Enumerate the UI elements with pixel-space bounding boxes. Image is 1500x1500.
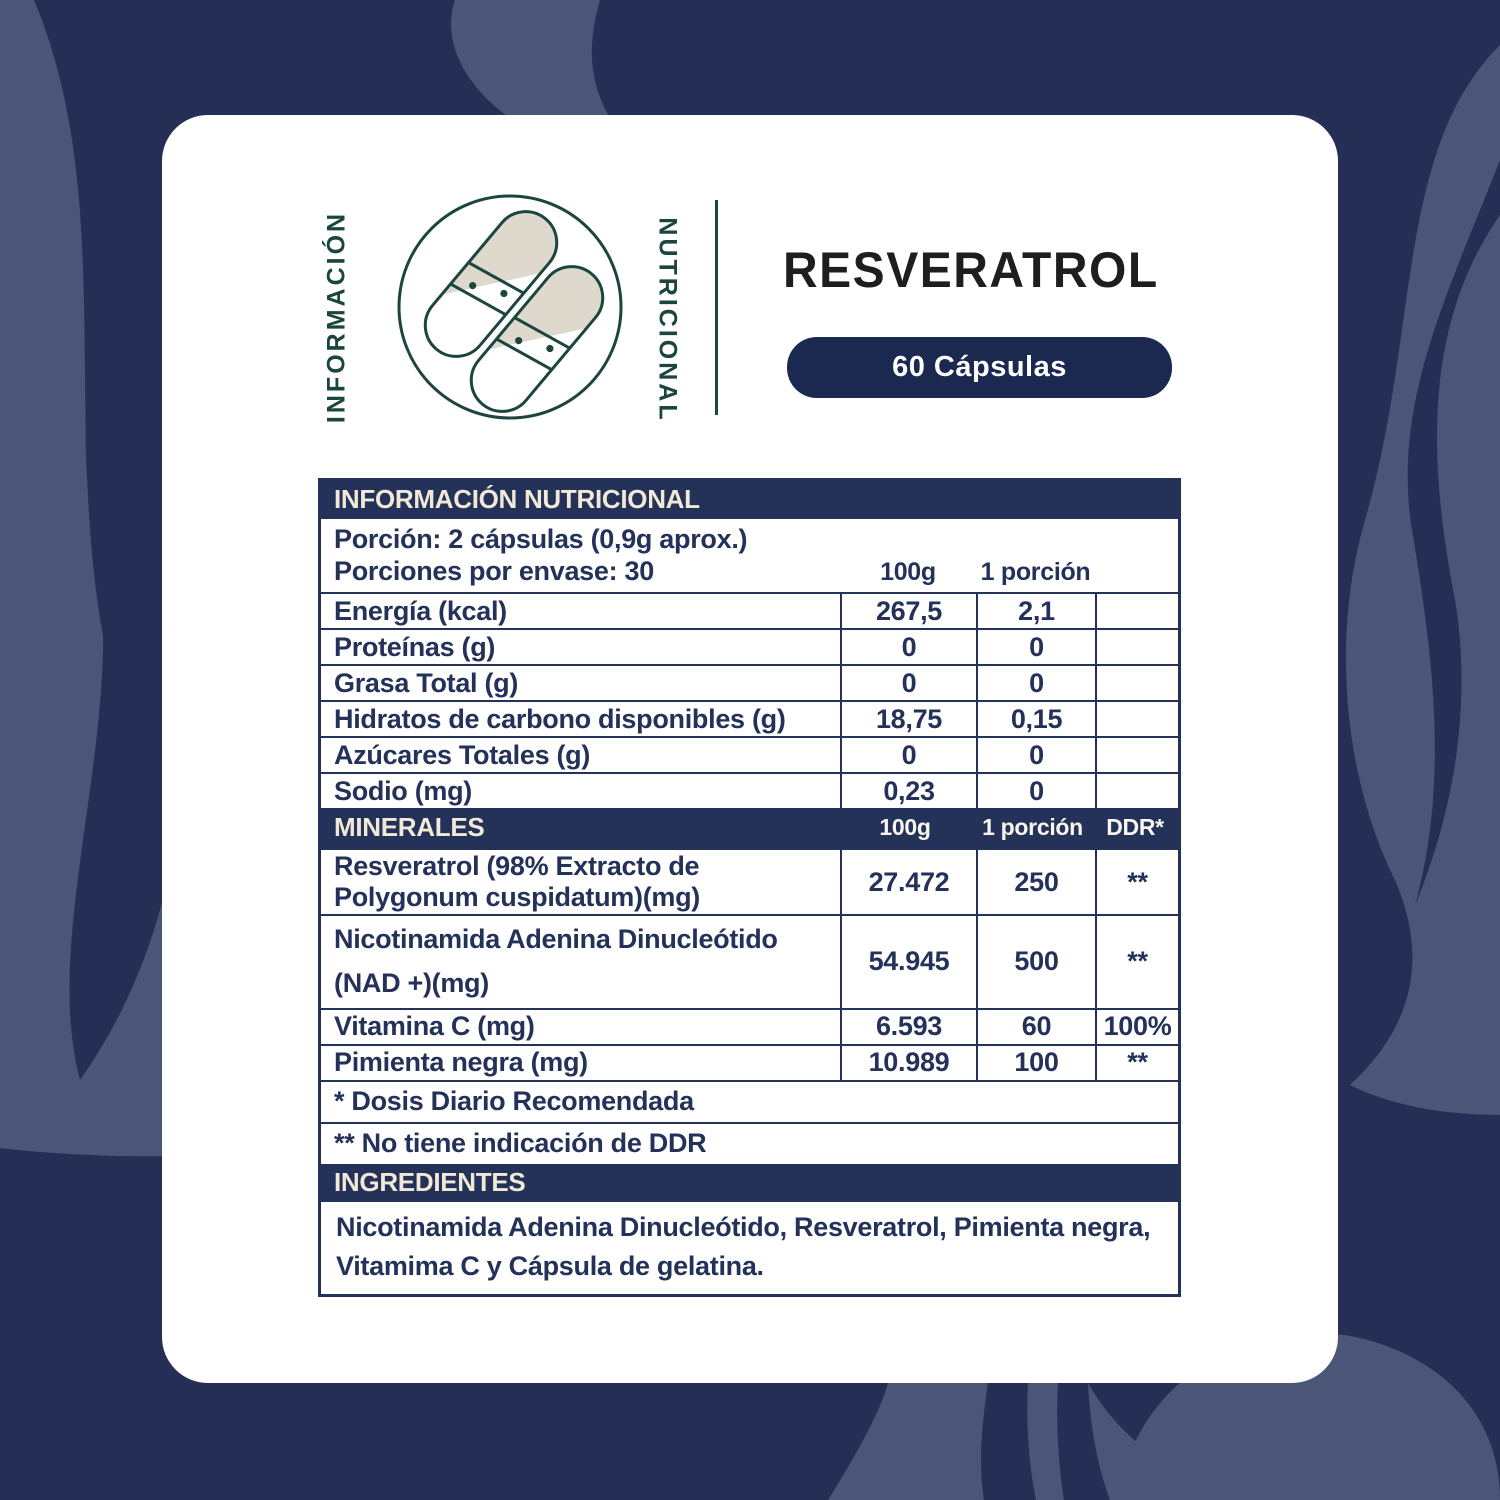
row-label: Azúcares Totales (g): [334, 739, 591, 770]
row-value-100g: 0: [840, 666, 976, 701]
row-value-ddr: **: [1095, 850, 1178, 914]
row-value-100g: 0: [840, 738, 976, 773]
row-value-ddr: [1095, 702, 1178, 737]
row-value-portion: 2,1: [976, 594, 1095, 629]
row-value-portion: 0: [976, 666, 1095, 701]
row-value-ddr: [1095, 594, 1178, 629]
mineral-row: Pimienta negra (mg) 10.989 100 **: [321, 1043, 1178, 1080]
vertical-label-nutricional: NUTRICIONAL: [653, 217, 682, 423]
row-label: Nicotinamida Adenina Dinucleótido (NAD +…: [334, 923, 778, 999]
footnote-no-ddr: ** No tiene indicación de DDR: [321, 1121, 1178, 1164]
row-value-portion: 0: [976, 774, 1095, 809]
row-value-portion: 60: [976, 1009, 1095, 1044]
table-row: Azúcares Totales (g) 0 0: [321, 736, 1178, 773]
row-value-100g: 0,23: [840, 774, 976, 809]
row-value-ddr: [1095, 738, 1178, 773]
table-row: Hidratos de carbono disponibles (g) 18,7…: [321, 700, 1178, 737]
row-label: Hidratos de carbono disponibles (g): [334, 703, 786, 734]
serving-info: Porción: 2 cápsulas (0,9g aprox.) Porcio…: [321, 519, 1178, 593]
row-label: Proteínas (g): [334, 631, 496, 662]
row-value-portion: 500: [976, 915, 1095, 1008]
ingredients-text: Nicotinamida Adenina Dinucleótido, Resve…: [336, 1211, 1151, 1281]
capsule-count-badge: 60 Cápsulas: [787, 337, 1172, 398]
row-value-100g: 27.472: [840, 850, 976, 914]
nutrition-table: INFORMACIÓN NUTRICIONAL Porción: 2 cápsu…: [318, 478, 1181, 1297]
row-value-ddr: **: [1095, 1045, 1178, 1080]
row-value-portion: 0,15: [976, 702, 1095, 737]
row-value-ddr: [1095, 666, 1178, 701]
ingredients-header-bar: INGREDIENTES: [321, 1163, 1178, 1202]
row-value-100g: 10.989: [840, 1045, 976, 1080]
label-card: INFORMACIÓN NUTRICIONAL RESVERATROL: [162, 115, 1338, 1383]
row-value-ddr: [1095, 774, 1178, 809]
product-title: RESVERATROL: [783, 242, 1159, 299]
row-label: Energía (kcal): [334, 595, 507, 626]
minerals-header-bar: MINERALES 100g 1 porción DDR*: [321, 808, 1178, 849]
row-label: Sodio (mg): [334, 775, 472, 806]
row-value-100g: 6.593: [840, 1009, 976, 1044]
header-divider: [715, 200, 718, 415]
row-label: Vitamina C (mg): [334, 1011, 535, 1042]
column-header-100g: 100g: [880, 558, 936, 587]
row-value-100g: 267,5: [840, 594, 976, 629]
row-value-portion: 250: [976, 850, 1095, 914]
minerals-col-100g: 100g: [879, 814, 931, 841]
row-value-ddr: **: [1095, 915, 1178, 1008]
minerals-title: MINERALES: [334, 812, 485, 843]
row-value-portion: 100: [976, 1045, 1095, 1080]
row-value-100g: 18,75: [840, 702, 976, 737]
mineral-row: Nicotinamida Adenina Dinucleótido (NAD +…: [321, 913, 1178, 1008]
table-title-bar: INFORMACIÓN NUTRICIONAL: [321, 481, 1178, 519]
minerals-col-ddr: DDR*: [1106, 814, 1164, 841]
servings-per-container: Porciones por envase: 30: [334, 555, 654, 586]
vertical-label-informacion: INFORMACIÓN: [322, 210, 351, 424]
row-label: Pimienta negra (mg): [334, 1047, 588, 1078]
table-row: Sodio (mg) 0,23 0: [321, 772, 1178, 809]
capsule-count-label: 60 Cápsulas: [892, 351, 1067, 383]
row-value-ddr: 100%: [1095, 1009, 1178, 1044]
table-row: Proteínas (g) 0 0: [321, 628, 1178, 665]
row-value-portion: 0: [976, 630, 1095, 665]
table-row: Grasa Total (g) 0 0: [321, 664, 1178, 701]
row-value-100g: 54.945: [840, 915, 976, 1008]
mineral-row: Resveratrol (98% Extracto de Polygonum c…: [321, 848, 1178, 914]
table-row: Energía (kcal) 267,5 2,1: [321, 592, 1178, 629]
row-label: Grasa Total (g): [334, 667, 519, 698]
row-value-100g: 0: [840, 630, 976, 665]
row-label: Resveratrol (98% Extracto de Polygonum c…: [334, 851, 700, 912]
row-value-portion: 0: [976, 738, 1095, 773]
serving-size: Porción: 2 cápsulas (0,9g aprox.): [334, 523, 748, 554]
capsules-icon: [397, 194, 623, 420]
row-value-ddr: [1095, 630, 1178, 665]
footnote-ddr: * Dosis Diario Recomendada: [321, 1079, 1178, 1122]
minerals-col-portion: 1 porción: [982, 814, 1083, 841]
mineral-row: Vitamina C (mg) 6.593 60 100%: [321, 1007, 1178, 1044]
column-header-portion: 1 porción: [980, 558, 1091, 587]
